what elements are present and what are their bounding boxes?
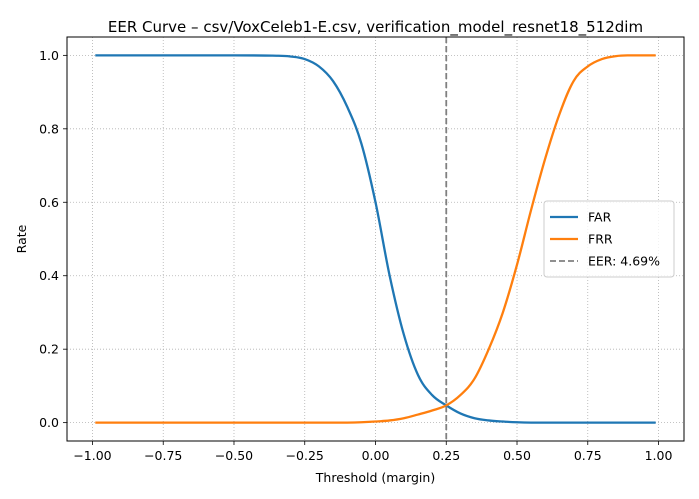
series-line-far xyxy=(95,54,656,424)
x-tick-label: 0.25 xyxy=(432,448,460,463)
y-tick-label: 0.4 xyxy=(39,268,59,283)
x-tick-label: 0.00 xyxy=(362,448,390,463)
x-tick-label: −0.75 xyxy=(144,448,182,463)
series-line-frr xyxy=(95,54,656,424)
legend-label-frr: FRR xyxy=(588,232,613,247)
chart-title: EER Curve – csv/VoxCeleb1-E.csv, verific… xyxy=(108,18,643,37)
x-axis-label: Threshold (margin) xyxy=(315,470,435,485)
x-tick-label: 0.50 xyxy=(503,448,531,463)
y-tick-label: 0.0 xyxy=(39,415,59,430)
legend-box xyxy=(543,200,675,278)
y-tick-label: 0.8 xyxy=(39,121,59,136)
y-axis-label: Rate xyxy=(14,224,29,253)
y-tick-label: 1.0 xyxy=(39,48,59,63)
legend-label-eer: EER: 4.69% xyxy=(588,254,660,269)
y-tick-label: 0.2 xyxy=(39,342,59,357)
x-tick-label: 0.75 xyxy=(574,448,602,463)
series-layer xyxy=(95,37,656,441)
x-tick-label: 1.00 xyxy=(645,448,673,463)
ticks: −1.00 −0.75 −0.50 −0.25 0.00 0.25 0.50 0.75 1.00… xyxy=(39,48,672,463)
legend-label-far: FAR xyxy=(588,210,612,225)
legend: FAR FRR EER: 4.69% xyxy=(543,200,675,278)
x-tick-label: −0.25 xyxy=(286,448,324,463)
y-tick-label: 0.6 xyxy=(39,195,59,210)
x-tick-label: −1.00 xyxy=(73,448,111,463)
x-tick-label: −0.50 xyxy=(215,448,253,463)
